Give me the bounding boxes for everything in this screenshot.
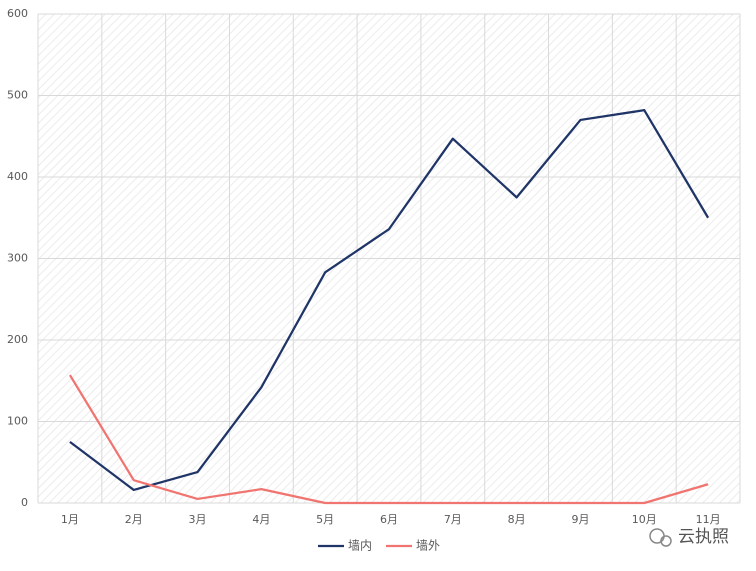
x-tick-label: 5月: [316, 513, 334, 526]
watermark-text: 云执照: [678, 527, 729, 547]
y-tick-label: 600: [7, 7, 28, 20]
x-tick-label: 11月: [696, 513, 721, 526]
y-tick-label: 400: [7, 170, 28, 183]
y-tick-label: 100: [7, 415, 28, 428]
legend-label: 墙外: [416, 539, 440, 553]
line-series: [69, 109, 710, 492]
x-tick-label: 8月: [508, 513, 526, 526]
watermark: 云执照: [649, 527, 729, 547]
x-tick-label: 9月: [571, 513, 589, 526]
x-tick-label: 4月: [252, 513, 270, 526]
y-tick-label: 500: [7, 89, 28, 102]
x-tick-label: 7月: [444, 513, 462, 526]
x-tick-label: 10月: [632, 513, 657, 526]
x-tick-label: 2月: [125, 513, 143, 526]
y-tick-label: 300: [7, 252, 28, 265]
line-series: [68, 374, 709, 505]
y-tick-label: 0: [21, 496, 28, 509]
x-tick-label: 6月: [380, 513, 398, 526]
x-tick-label: 3月: [189, 513, 207, 526]
y-tick-label: 200: [7, 333, 28, 346]
x-tick-label: 1月: [61, 513, 79, 526]
legend-label: 墙内: [348, 539, 372, 553]
